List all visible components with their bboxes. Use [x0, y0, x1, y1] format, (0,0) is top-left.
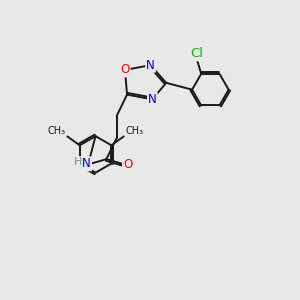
Text: O: O — [120, 63, 130, 76]
Text: H: H — [74, 157, 82, 167]
Text: O: O — [123, 158, 132, 171]
Text: CH₃: CH₃ — [125, 126, 143, 136]
Text: N: N — [146, 59, 155, 72]
Text: CH₃: CH₃ — [48, 126, 66, 136]
Text: Cl: Cl — [190, 47, 203, 60]
Text: N: N — [148, 93, 157, 106]
Text: N: N — [82, 157, 91, 170]
